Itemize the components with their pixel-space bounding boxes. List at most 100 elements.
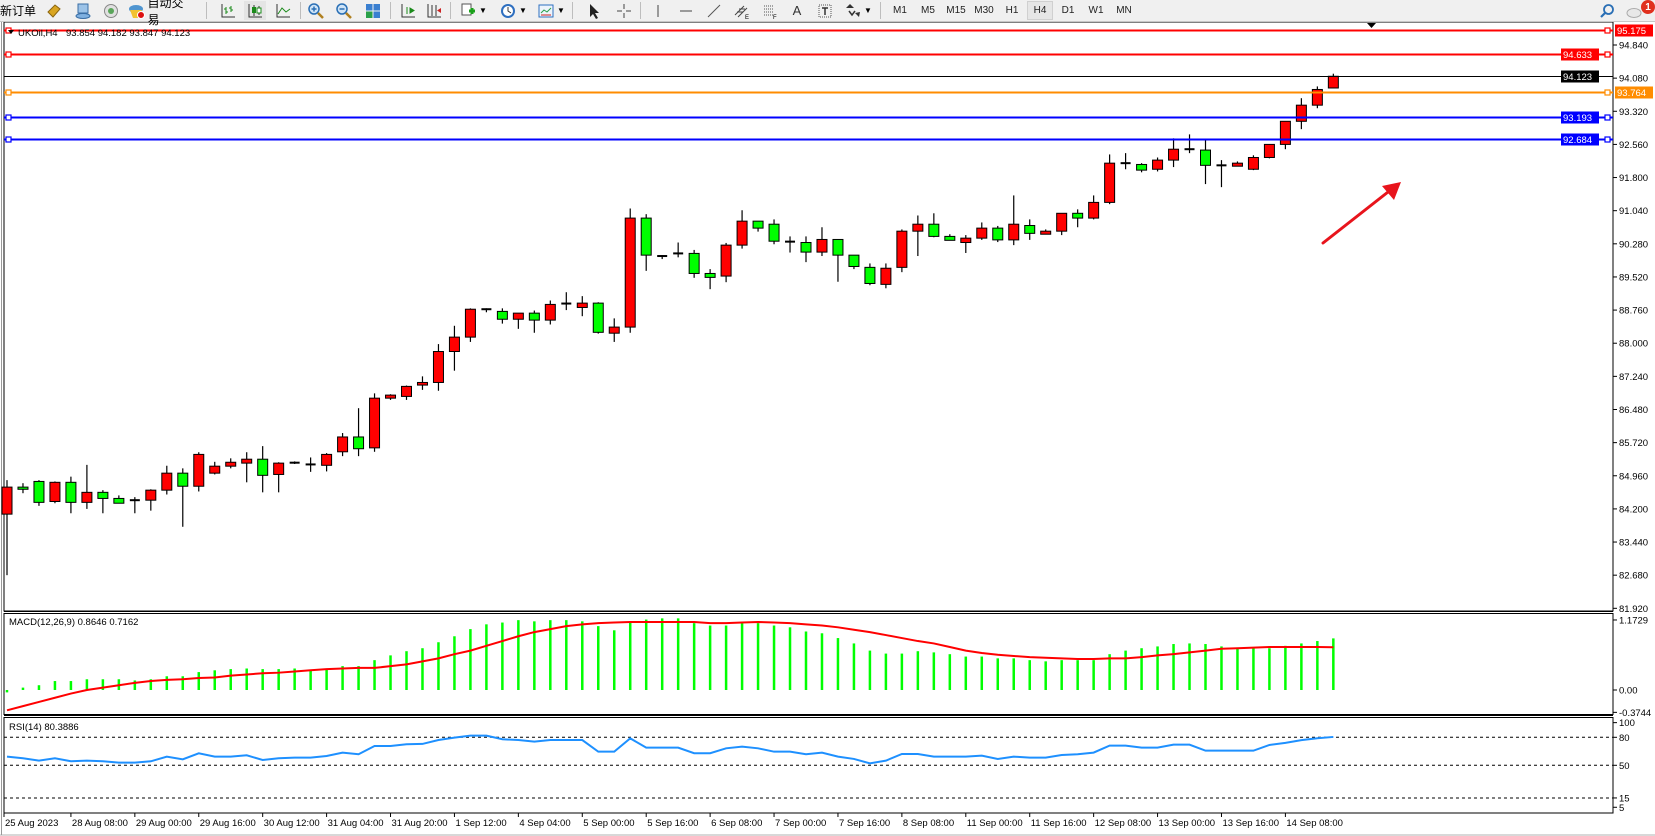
- level-line-95.175[interactable]: 95.175: [4, 24, 1653, 38]
- search-icon[interactable]: [1598, 1, 1616, 20]
- candle[interactable]: [193, 452, 205, 492]
- candle[interactable]: [432, 344, 444, 391]
- candle[interactable]: [864, 263, 876, 286]
- timeframe-mn[interactable]: MN: [1116, 5, 1132, 16]
- candle[interactable]: [624, 208, 636, 333]
- candle[interactable]: [129, 497, 140, 514]
- candle[interactable]: [688, 249, 700, 278]
- timeframe-w1[interactable]: W1: [1088, 5, 1104, 16]
- level-line-93.764[interactable]: 93.764: [4, 86, 1653, 100]
- candle[interactable]: [785, 236, 796, 253]
- market-watch-icon[interactable]: [44, 1, 64, 20]
- candle[interactable]: [657, 255, 668, 260]
- candle[interactable]: [928, 213, 940, 238]
- candle[interactable]: [512, 312, 524, 329]
- candle[interactable]: [225, 458, 237, 469]
- candle[interactable]: [561, 292, 572, 311]
- level-handle-left[interactable]: [5, 89, 12, 96]
- candle[interactable]: [209, 461, 221, 475]
- candle[interactable]: [1168, 138, 1180, 168]
- candle[interactable]: [273, 462, 285, 493]
- candle[interactable]: [1104, 154, 1116, 205]
- zoom-in-icon[interactable]: [306, 1, 326, 20]
- candle[interactable]: [832, 238, 844, 282]
- level-line-94.633[interactable]: 94.633: [4, 48, 1613, 62]
- candle[interactable]: [1120, 153, 1131, 170]
- candle[interactable]: [1247, 155, 1259, 171]
- data-window-icon[interactable]: [73, 1, 93, 20]
- arrows-dropdown-caret[interactable]: ▼: [864, 6, 872, 15]
- fibonacci-icon[interactable]: F: [760, 1, 780, 20]
- candle[interactable]: [81, 464, 93, 509]
- line-chart-icon[interactable]: [273, 1, 293, 20]
- chart-shift-icon[interactable]: [424, 1, 444, 20]
- candle[interactable]: [816, 227, 828, 257]
- candle[interactable]: [337, 433, 349, 457]
- timeframe-m1[interactable]: M1: [893, 5, 907, 16]
- candle[interactable]: [976, 222, 988, 240]
- notification-icon[interactable]: [1624, 1, 1646, 20]
- candle[interactable]: [704, 269, 716, 290]
- candle[interactable]: [1136, 163, 1148, 173]
- autoscroll-icon[interactable]: [398, 1, 418, 20]
- candle[interactable]: [1072, 209, 1084, 228]
- candle[interactable]: [305, 457, 316, 472]
- candle[interactable]: [528, 310, 540, 333]
- candle[interactable]: [65, 476, 77, 514]
- candle[interactable]: [385, 394, 397, 400]
- level-handle-right[interactable]: [1604, 27, 1611, 34]
- candle[interactable]: [177, 468, 189, 527]
- candle[interactable]: [289, 461, 300, 464]
- candle[interactable]: [17, 483, 29, 494]
- candle[interactable]: [1024, 219, 1036, 240]
- zoom-out-icon[interactable]: [334, 1, 354, 20]
- candle[interactable]: [1231, 161, 1243, 167]
- candle[interactable]: [960, 235, 972, 253]
- timeframe-m5[interactable]: M5: [921, 5, 935, 16]
- candle[interactable]: [241, 452, 253, 483]
- candle[interactable]: [640, 214, 652, 271]
- candle[interactable]: [1279, 120, 1291, 150]
- candle[interactable]: [608, 318, 620, 342]
- candle[interactable]: [768, 219, 780, 245]
- candle[interactable]: [161, 465, 173, 495]
- candle[interactable]: [49, 481, 61, 504]
- level-handle-left[interactable]: [5, 136, 12, 143]
- candle[interactable]: [113, 495, 125, 504]
- chart-shift-marker-icon[interactable]: [1367, 23, 1376, 28]
- candle[interactable]: [800, 236, 812, 263]
- new-order-button[interactable]: 新订单: [0, 1, 36, 20]
- text-icon[interactable]: A: [792, 3, 802, 18]
- candle[interactable]: [448, 325, 460, 371]
- candle[interactable]: [97, 490, 109, 514]
- timeframe-m15[interactable]: M15: [946, 5, 966, 16]
- crosshair-icon[interactable]: [614, 1, 634, 20]
- level-line-93.193[interactable]: 93.193: [4, 111, 1613, 125]
- candle[interactable]: [848, 254, 860, 270]
- candlestick-icon[interactable]: [244, 1, 266, 20]
- candle[interactable]: [896, 229, 908, 273]
- trendline-icon[interactable]: [704, 1, 724, 20]
- equidistant-channel-icon[interactable]: E: [732, 1, 752, 20]
- candle[interactable]: [1088, 195, 1100, 220]
- candle[interactable]: [496, 308, 508, 324]
- candle[interactable]: [1184, 134, 1195, 154]
- candle[interactable]: [1311, 86, 1323, 109]
- indicators-dropdown-caret[interactable]: ▼: [479, 6, 487, 15]
- candle[interactable]: [481, 308, 492, 313]
- horizontal-levels[interactable]: 95.175 94.633 94.123 93.764 93.193 92.684: [4, 24, 1653, 147]
- macd-pane-frame[interactable]: [3, 613, 1614, 715]
- candle[interactable]: [1327, 73, 1339, 89]
- autotrade-button[interactable]: 自动交易: [128, 0, 194, 27]
- candle[interactable]: [544, 300, 556, 325]
- candle[interactable]: [1200, 140, 1211, 185]
- horizontal-line-icon[interactable]: [676, 1, 696, 20]
- cursor-icon[interactable]: [584, 1, 604, 20]
- candle[interactable]: [1216, 160, 1227, 188]
- timeframe-h1[interactable]: H1: [1005, 5, 1019, 16]
- candle[interactable]: [369, 393, 381, 452]
- candle[interactable]: [944, 234, 956, 241]
- candle[interactable]: [1, 480, 13, 576]
- candle[interactable]: [1040, 229, 1052, 235]
- level-handle-right[interactable]: [1604, 51, 1611, 58]
